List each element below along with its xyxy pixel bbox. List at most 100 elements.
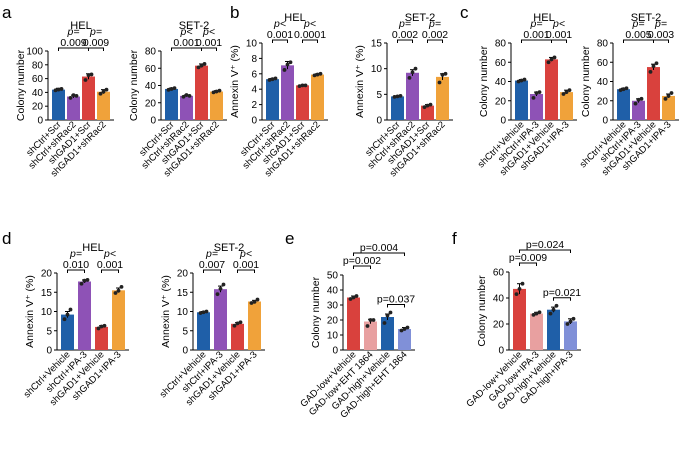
significance-bracket [551, 39, 567, 43]
y-tick-label: 15 [371, 39, 383, 50]
y-tick-label: 40 [495, 77, 507, 88]
data-point [235, 321, 240, 326]
y-tick-label: 50 [327, 271, 339, 282]
data-point [252, 299, 257, 304]
data-point [238, 320, 243, 325]
bar [281, 65, 294, 120]
data-point [519, 78, 524, 83]
p-label: p< [180, 26, 193, 38]
data-point [669, 91, 674, 95]
data-point [211, 90, 216, 95]
bar [436, 76, 449, 120]
data-point [425, 103, 430, 108]
bar [406, 72, 419, 120]
p-value: p=0.002 [343, 255, 381, 267]
significance-bracket [553, 297, 571, 301]
y-tick-label: 0 [498, 346, 504, 357]
chart-title: HEL [70, 20, 91, 32]
chart-title: SET-2 [405, 12, 436, 24]
y-tick-label: 40 [32, 88, 44, 99]
data-point [514, 292, 519, 296]
bar [647, 67, 660, 120]
data-point [520, 281, 525, 286]
y-tick-label: 5 [182, 326, 188, 337]
y-tick-label: 0 [500, 116, 506, 127]
data-point [548, 311, 553, 316]
y-tick-label: 80 [597, 39, 609, 50]
data-point [549, 57, 554, 62]
y-tick-label: 6 [251, 69, 257, 80]
y-tick-label: 20 [327, 316, 339, 327]
data-point [537, 310, 542, 315]
data-point [402, 327, 407, 331]
data-point [365, 324, 370, 328]
y-axis-label: Colony number [310, 276, 322, 348]
data-point [249, 301, 254, 305]
data-point [546, 60, 551, 65]
p-label: p= [67, 26, 80, 38]
data-point [663, 96, 668, 101]
data-point [413, 66, 418, 71]
y-tick-label: 15 [41, 288, 53, 299]
data-point [181, 94, 186, 99]
bar [78, 281, 91, 350]
y-tick-label: 20 [177, 269, 189, 280]
data-point [201, 310, 206, 315]
data-point [53, 88, 58, 93]
y-axis-label: Colony number [476, 275, 488, 347]
y-tick-label: 40 [327, 286, 339, 297]
data-point [552, 55, 557, 60]
p-value: 0.003 [648, 29, 674, 41]
y-tick-label: 15 [177, 288, 189, 299]
data-point [405, 325, 410, 330]
data-point [564, 90, 569, 94]
y-tick-label: 60 [145, 64, 157, 75]
y-tick-label: 40 [597, 77, 609, 88]
data-point [300, 83, 305, 88]
p-value: p=0.009 [509, 252, 547, 264]
p-value: 0.005 [625, 29, 651, 41]
data-point [98, 91, 103, 96]
y-tick-label: 60 [32, 74, 44, 85]
data-point [65, 312, 70, 317]
y-axis-label: Annexin V⁺ (%) [160, 275, 172, 348]
bar [347, 297, 360, 350]
bar [421, 105, 434, 120]
bar [296, 85, 309, 120]
chart-title: HEL [533, 12, 554, 24]
data-point [568, 319, 573, 324]
data-point [534, 91, 539, 95]
y-tick-label: 20 [145, 98, 157, 109]
y-tick-label: 80 [495, 39, 507, 50]
data-point [202, 62, 207, 66]
data-point [621, 87, 626, 92]
chart-title: HEL [82, 242, 103, 254]
y-tick-label: 0 [182, 346, 188, 357]
chart-title: SET-2 [179, 20, 210, 32]
y-tick-label: 10 [246, 39, 258, 50]
p-value: 0.001 [233, 259, 259, 271]
data-point [71, 93, 76, 98]
y-tick-label: 20 [495, 96, 507, 107]
data-point [382, 321, 387, 325]
p-label: p< [303, 18, 316, 30]
p-value: p=0.004 [360, 242, 398, 254]
significance-bracket [397, 39, 413, 43]
data-point [428, 102, 433, 107]
panel-letter: d [2, 229, 11, 248]
significance-bracket [201, 47, 217, 51]
y-axis-label: Annexin V⁺ (%) [354, 45, 366, 118]
data-point [531, 313, 536, 317]
significance-bracket [302, 39, 318, 43]
y-tick-label: 0 [46, 346, 52, 357]
data-point [204, 309, 209, 314]
y-tick-label: 10 [177, 307, 189, 318]
data-point [398, 93, 403, 98]
p-label: p< [103, 248, 116, 260]
significance-bracket [88, 47, 104, 51]
